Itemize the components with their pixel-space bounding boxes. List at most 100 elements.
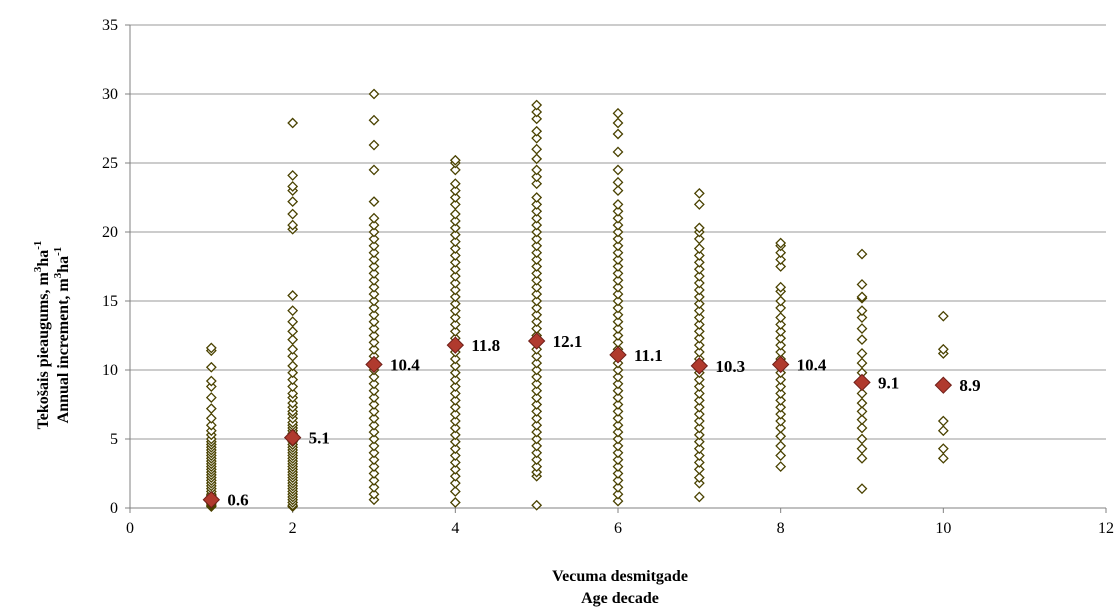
observation-point <box>449 256 461 268</box>
y-axis-title-line1: Tekošais pieaugums, m3ha-1 <box>32 241 52 430</box>
observation-point <box>205 342 217 354</box>
observation-point <box>612 405 624 417</box>
observation-point <box>368 454 380 466</box>
observation-point <box>775 295 787 307</box>
observation-point <box>449 198 461 210</box>
observation-point <box>612 495 624 507</box>
observation-point <box>775 339 787 351</box>
observation-point <box>937 343 949 355</box>
observation-point <box>612 316 624 328</box>
observation-point <box>287 343 299 355</box>
observation-point <box>531 192 543 203</box>
observation-point <box>531 419 543 431</box>
observation-point <box>693 477 705 489</box>
observation-point <box>612 233 624 245</box>
observation-point <box>612 426 624 438</box>
observation-point <box>531 240 543 252</box>
observation-point <box>693 187 705 199</box>
observation-point <box>612 274 624 286</box>
observation-point <box>775 430 787 442</box>
observation-point <box>856 312 868 323</box>
observation-point <box>205 392 217 404</box>
observation-point <box>612 468 624 479</box>
observation-point <box>531 212 543 224</box>
observation-point <box>368 240 380 252</box>
observation-point <box>368 385 380 397</box>
observation-point <box>531 392 543 404</box>
observation-point <box>693 339 705 351</box>
observation-point <box>531 466 543 478</box>
observation-point <box>449 319 461 330</box>
observation-point <box>205 381 217 392</box>
observation-point <box>693 263 705 275</box>
observation-point <box>612 440 624 452</box>
observation-point <box>449 291 461 303</box>
mean-label-0: 0.6 <box>227 491 248 510</box>
observation-point <box>775 325 787 337</box>
observation-point <box>693 250 705 261</box>
observation-point <box>368 302 380 314</box>
observation-point <box>368 440 380 452</box>
observation-point <box>368 309 380 321</box>
observation-point <box>368 114 380 126</box>
observation-point <box>449 229 461 241</box>
observation-point <box>531 385 543 397</box>
observation-point <box>531 357 543 369</box>
mean-point-4 <box>527 332 546 350</box>
mean-label-2: 10.4 <box>390 355 420 374</box>
mean-point-3 <box>446 336 465 354</box>
x-tick-label-5: 10 <box>935 520 951 537</box>
observation-point <box>531 198 543 210</box>
mean-point-1 <box>283 428 302 447</box>
observation-point <box>368 219 380 231</box>
observation-point <box>368 295 380 307</box>
y-tick-label-7: 35 <box>102 17 118 34</box>
mean-point-9 <box>934 376 953 394</box>
observation-point <box>531 219 543 231</box>
observation-point <box>693 491 705 503</box>
observation-point <box>612 128 624 140</box>
observation-point <box>612 330 624 341</box>
observation-point <box>449 415 461 427</box>
y-tick-label-0: 0 <box>110 500 118 517</box>
observation-point <box>693 443 705 455</box>
observation-point <box>693 457 705 468</box>
observation-point <box>856 323 868 335</box>
x-tick-label-1: 2 <box>289 520 297 537</box>
x-tick-label-2: 4 <box>451 520 459 537</box>
observation-point <box>531 178 543 190</box>
observation-point <box>531 405 543 417</box>
observation-point <box>449 360 461 372</box>
mean-point-7 <box>771 355 790 374</box>
observation-point <box>449 436 461 448</box>
observation-point <box>531 226 543 238</box>
observation-point <box>612 481 624 493</box>
observation-point <box>368 88 380 100</box>
observation-point <box>693 312 705 323</box>
mean-point-8 <box>853 373 871 392</box>
observation-point <box>368 254 380 266</box>
observation-point <box>693 325 705 337</box>
observation-point <box>531 440 543 452</box>
observation-point <box>612 447 624 459</box>
observation-point <box>937 310 949 322</box>
mean-label-9: 8.9 <box>959 376 980 395</box>
observation-point <box>368 481 380 493</box>
observation-point <box>612 288 624 300</box>
observation-point <box>449 312 461 323</box>
observation-point <box>531 99 543 111</box>
observation-point <box>775 261 787 272</box>
observation-point <box>449 178 461 190</box>
observation-point <box>775 388 787 399</box>
observation-point <box>693 429 705 441</box>
observation-point <box>693 422 705 434</box>
y-axis-title-line2: Annual increment, m3ha-1 <box>52 247 72 424</box>
observation-point <box>612 302 624 314</box>
observation-point <box>612 433 624 445</box>
observation-point <box>368 378 380 390</box>
observation-point <box>775 374 787 386</box>
observation-point <box>612 261 624 272</box>
observation-point <box>368 419 380 431</box>
observation-point <box>531 302 543 314</box>
x-axis-title-line2: Age decade <box>581 590 659 607</box>
